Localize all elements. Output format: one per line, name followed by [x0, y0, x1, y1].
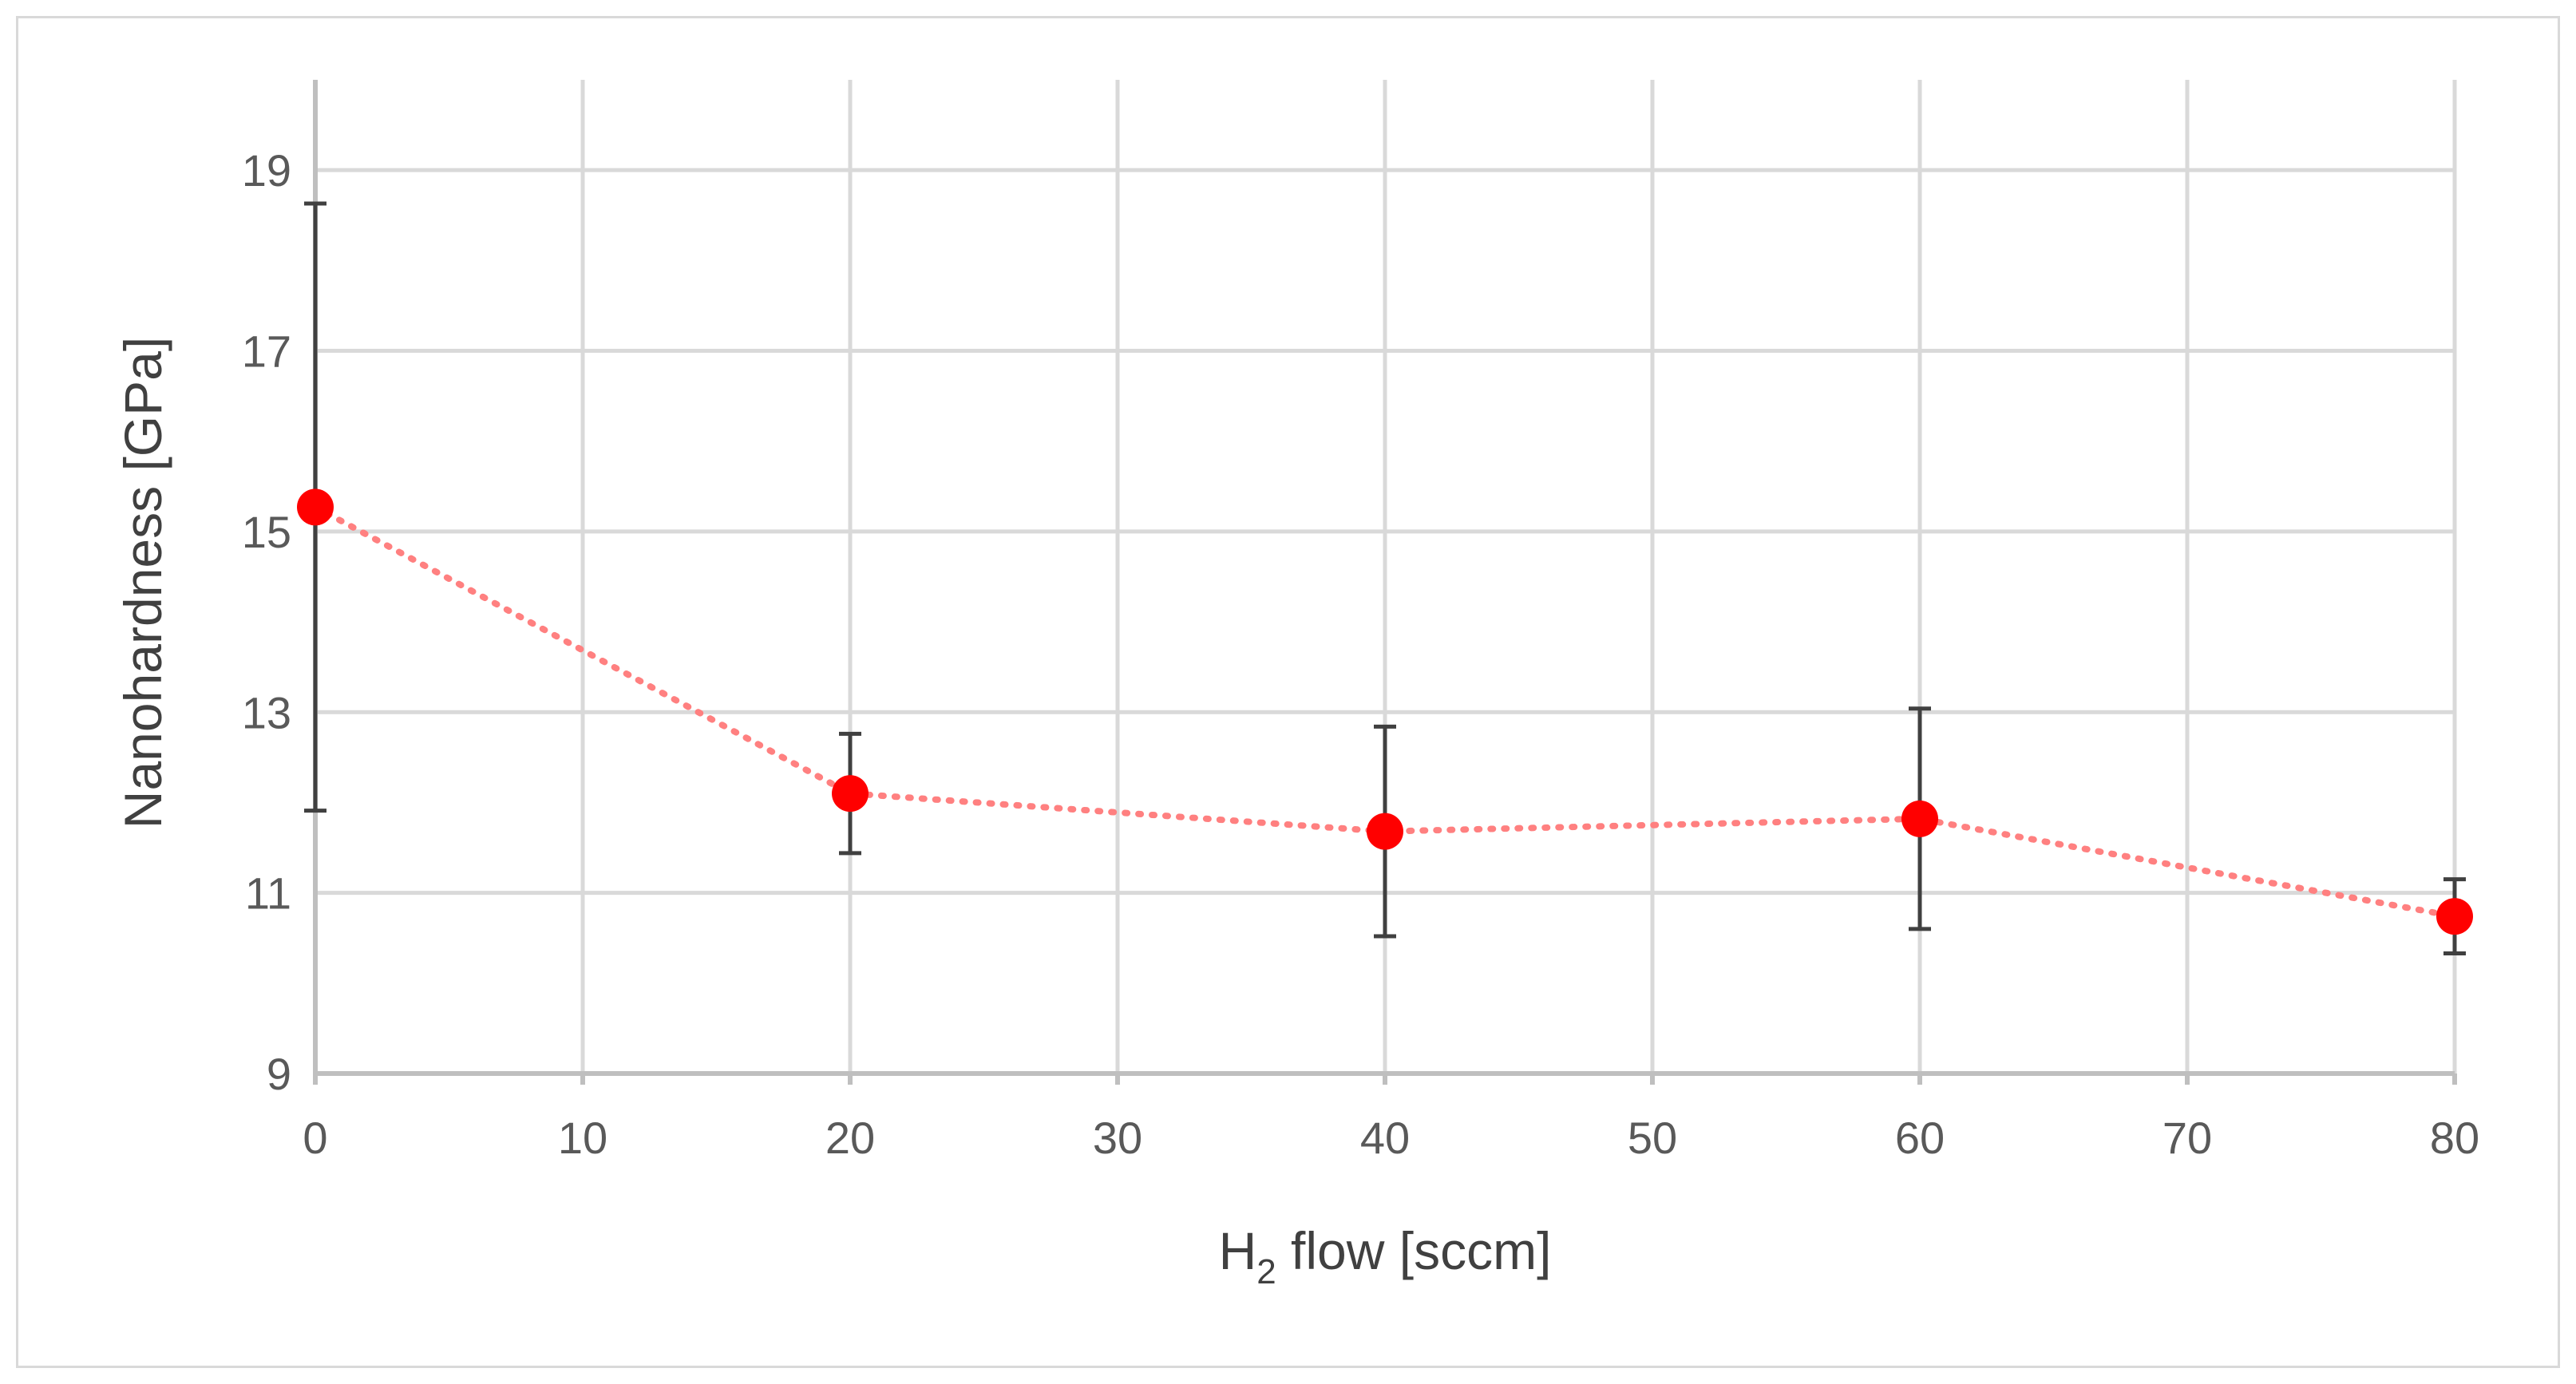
data-point: [2436, 898, 2473, 935]
data-point: [1901, 800, 1938, 837]
x-axis-title-prefix: H: [1219, 1221, 1257, 1280]
data-point: [297, 488, 334, 526]
x-tick-label: 0: [303, 1113, 327, 1163]
x-tick-labels: 0 10 20 30 40 50 60 70 80: [303, 1113, 2479, 1163]
x-tick-label: 40: [1360, 1113, 1410, 1163]
y-axis-title: Nanohardness [GPa]: [113, 337, 172, 828]
y-tick-label: 11: [245, 868, 291, 919]
chart-frame: [16, 16, 2560, 1368]
x-tick-label: 60: [1895, 1113, 1945, 1163]
y-tick-label: 9: [267, 1049, 291, 1099]
x-tick-label: 10: [558, 1113, 607, 1163]
x-tick-label: 80: [2430, 1113, 2479, 1163]
data-markers: [297, 488, 2473, 935]
x-axis-title-suffix: flow [sccm]: [1276, 1221, 1552, 1280]
x-tick-label: 50: [1628, 1113, 1677, 1163]
x-axis-title: H2 flow [sccm]: [1219, 1221, 1552, 1291]
x-tick-label: 70: [2162, 1113, 2212, 1163]
y-tick-label: 13: [242, 687, 291, 737]
x-tick-label: 30: [1093, 1113, 1142, 1163]
y-tick-label: 17: [242, 326, 291, 377]
y-tick-label: 15: [242, 507, 291, 557]
x-axis-title-subscript: 2: [1256, 1252, 1276, 1291]
x-tick-label: 20: [825, 1113, 875, 1163]
data-point: [832, 775, 869, 813]
y-tick-label: 19: [242, 145, 291, 196]
y-tick-labels: 9 11 13 15 17 19: [242, 145, 291, 1099]
data-point: [1367, 813, 1403, 850]
